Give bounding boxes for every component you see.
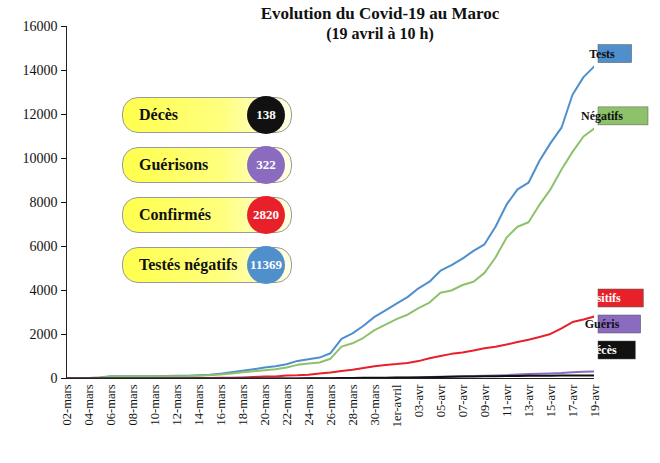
html-text:11369: 11369 <box>250 257 282 272</box>
svg-text:20-mars: 20-mars <box>258 384 272 425</box>
svg-text:14-mars: 14-mars <box>192 384 206 425</box>
svg-text:Positifs: Positifs <box>583 291 621 305</box>
svg-text:28-mars: 28-mars <box>346 384 360 425</box>
svg-text:Décès: Décès <box>587 343 617 357</box>
svg-text:09-avr: 09-avr <box>478 384 492 417</box>
svg-text:07-avr: 07-avr <box>456 384 470 417</box>
svg-text:4000: 4000 <box>30 283 58 298</box>
svg-text:18-mars: 18-mars <box>236 384 250 425</box>
html-text:Décès: Décès <box>139 106 179 123</box>
html-text:Confirmés: Confirmés <box>139 206 211 223</box>
svg-text:14000: 14000 <box>23 63 58 78</box>
svg-text:10-mars: 10-mars <box>148 384 162 425</box>
svg-text:22-mars: 22-mars <box>280 384 294 425</box>
svg-text:11-avr: 11-avr <box>500 384 514 417</box>
svg-text:02-mars: 02-mars <box>60 384 74 425</box>
html-text:322: 322 <box>256 157 276 172</box>
html-text:138: 138 <box>256 107 276 122</box>
html-text:Evolution du Covid-19 au Maroc: Evolution du Covid-19 au Maroc <box>260 4 500 23</box>
svg-text:12000: 12000 <box>23 107 58 122</box>
html-text:2820: 2820 <box>253 207 279 222</box>
svg-text:13-avr: 13-avr <box>522 384 536 417</box>
svg-text:15-avr: 15-avr <box>544 384 558 417</box>
svg-text:12-mars: 12-mars <box>170 384 184 425</box>
svg-text:Guéris: Guéris <box>585 317 620 331</box>
svg-text:1er-avril: 1er-avril <box>390 384 404 427</box>
svg-text:24-mars: 24-mars <box>302 384 316 425</box>
svg-text:Négatifs: Négatifs <box>581 109 623 123</box>
svg-text:17-avr: 17-avr <box>566 384 580 417</box>
svg-text:10000: 10000 <box>23 151 58 166</box>
html-text:Testés négatifs: Testés négatifs <box>139 256 238 273</box>
svg-text:06-mars: 06-mars <box>104 384 118 425</box>
svg-text:2000: 2000 <box>30 327 58 342</box>
svg-text:0: 0 <box>51 371 58 386</box>
svg-text:30-mars: 30-mars <box>368 384 382 425</box>
svg-text:04-mars: 04-mars <box>82 384 96 425</box>
svg-text:08-mars: 08-mars <box>126 384 140 425</box>
svg-text:19-avr: 19-avr <box>588 384 602 417</box>
html-text:(19 avril à 10 h): (19 avril à 10 h) <box>326 25 434 42</box>
svg-text:16000: 16000 <box>23 19 58 34</box>
svg-text:8000: 8000 <box>30 195 58 210</box>
svg-text:16-mars: 16-mars <box>214 384 228 425</box>
html-text:Guérisons: Guérisons <box>139 156 209 173</box>
svg-text:05-avr: 05-avr <box>434 384 448 417</box>
svg-text:Tests: Tests <box>589 47 615 61</box>
svg-text:26-mars: 26-mars <box>324 384 338 425</box>
svg-text:03-avr: 03-avr <box>412 384 426 417</box>
svg-text:6000: 6000 <box>30 239 58 254</box>
